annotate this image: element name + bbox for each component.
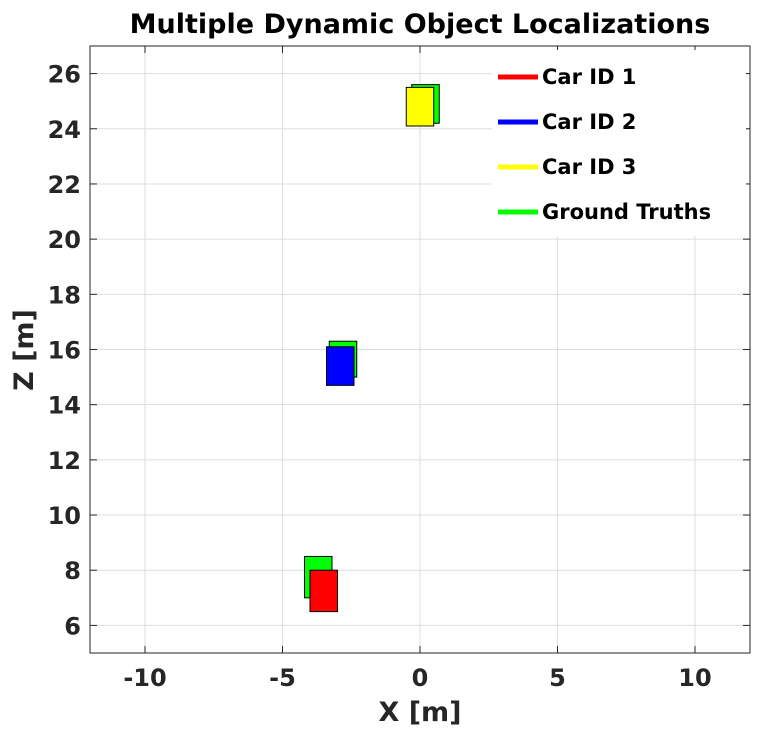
estimate-box xyxy=(326,346,355,386)
x-tick-label: -10 xyxy=(123,664,166,692)
legend-label: Car ID 2 xyxy=(542,110,636,134)
estimate-box xyxy=(309,569,338,613)
chart-title: Multiple Dynamic Object Localizations xyxy=(130,9,711,40)
x-tick-label: 0 xyxy=(412,664,429,692)
y-tick-label: 16 xyxy=(48,337,81,365)
y-tick-label: 24 xyxy=(48,116,81,144)
y-tick-label: 22 xyxy=(48,171,81,199)
axis-ticks: -10 -5 0 5 10 6 8 10 12 14 16 18 20 22 24 26 xyxy=(48,46,750,692)
legend-box xyxy=(492,50,746,236)
legend-label: Car ID 3 xyxy=(542,155,636,179)
x-axis-label: X [m] xyxy=(378,697,461,728)
estimate-box xyxy=(405,86,435,127)
legend-label: Ground Truths xyxy=(542,200,711,224)
y-tick-label: 26 xyxy=(48,61,81,89)
y-tick-label: 6 xyxy=(64,612,81,640)
y-axis-label: Z [m] xyxy=(9,309,40,391)
legend: Car ID 1 Car ID 2 Car ID 3 Ground Truths xyxy=(492,50,746,236)
x-tick-label: 5 xyxy=(549,664,566,692)
y-tick-label: 14 xyxy=(48,392,81,420)
y-tick-label: 18 xyxy=(48,281,81,309)
object-boxes xyxy=(304,84,440,613)
y-tick-label: 20 xyxy=(48,226,81,254)
x-tick-label: 10 xyxy=(678,664,711,692)
y-tick-label: 12 xyxy=(48,447,81,475)
grid-lines xyxy=(90,46,750,653)
x-tick-label: -5 xyxy=(269,664,296,692)
legend-label: Car ID 1 xyxy=(542,65,636,89)
y-tick-label: 10 xyxy=(48,502,81,530)
y-tick-label: 8 xyxy=(64,557,81,585)
